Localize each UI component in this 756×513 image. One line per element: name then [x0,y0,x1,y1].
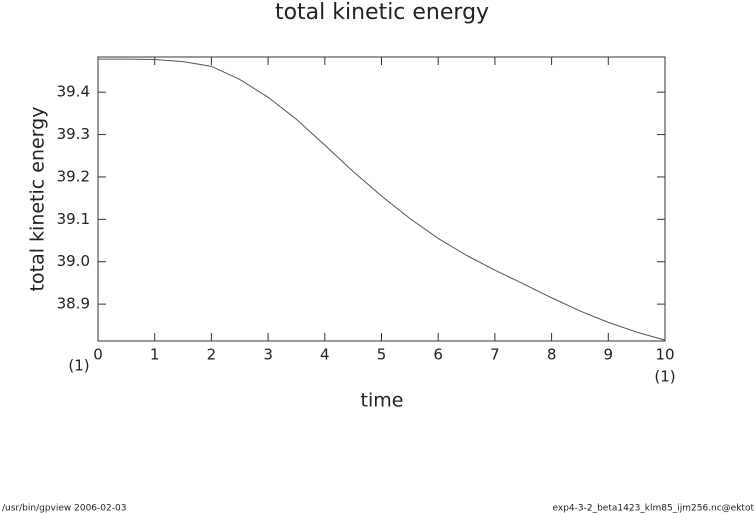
x-tick-label: 6 [433,346,443,364]
y-tick-label: 39.0 [57,252,90,270]
x-tick-label: 1 [150,346,160,364]
x-tick-label: 10 [655,346,674,364]
footer: exp4-3-2_beta1423_klm85_ijm256.nc@ektot [553,504,755,513]
y-tick-label: 39.3 [57,125,90,143]
y-tick-label: 39.1 [57,210,90,228]
x-tick-label: 4 [320,346,330,364]
data-line [98,58,666,341]
x-tick-label: 3 [263,346,273,364]
y-tick-label: 39.2 [57,167,90,185]
x-tick-label: 9 [604,346,614,364]
x-tick-label: 5 [377,346,387,364]
y-tick-label: 39.4 [57,83,90,101]
x-tick-label: 8 [547,346,557,364]
x-axis-label: time [361,390,404,412]
y-tick-label: 38.9 [57,295,90,313]
x-scale-note: (1) [654,368,675,386]
x-tick-label: 2 [207,346,217,364]
x-tick-label: 7 [490,346,500,364]
x-tick-label: 0 [93,346,103,364]
y-axis-label: total kinetic energy [27,107,49,292]
chart-title: total kinetic energy [275,0,489,25]
x-scale-note: (1) [68,357,89,375]
plot-frame [97,56,666,342]
footer: /usr/bin/gpview 2006-02-03 [2,504,126,513]
